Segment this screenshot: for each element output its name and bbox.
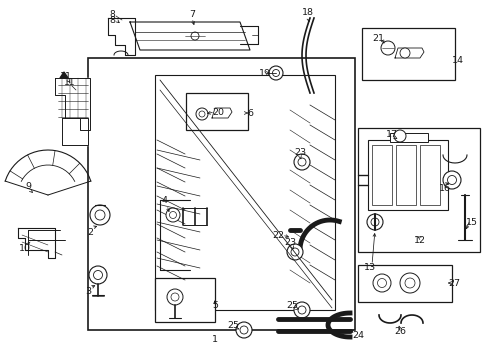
Circle shape — [272, 69, 279, 77]
Text: 25: 25 — [226, 321, 239, 330]
Circle shape — [372, 274, 390, 292]
Text: 9: 9 — [25, 181, 31, 190]
Bar — [185, 93, 247, 130]
Polygon shape — [60, 72, 68, 78]
Text: 19: 19 — [259, 68, 270, 77]
Circle shape — [236, 322, 251, 338]
Text: 23: 23 — [284, 238, 295, 247]
Circle shape — [404, 278, 414, 288]
Text: 20: 20 — [212, 108, 224, 117]
Polygon shape — [18, 228, 55, 258]
Bar — [357, 128, 479, 252]
Circle shape — [399, 48, 409, 58]
Circle shape — [89, 266, 107, 284]
Circle shape — [167, 289, 183, 305]
Polygon shape — [212, 108, 231, 118]
Circle shape — [268, 66, 283, 80]
Bar — [371, 145, 391, 205]
Circle shape — [191, 32, 199, 40]
Text: 8: 8 — [109, 15, 115, 24]
Text: 27: 27 — [447, 279, 459, 288]
Text: 24: 24 — [351, 330, 363, 339]
Circle shape — [196, 108, 207, 120]
Text: 13: 13 — [363, 264, 375, 273]
Text: 22: 22 — [271, 230, 284, 239]
Circle shape — [447, 176, 456, 185]
Circle shape — [293, 302, 309, 318]
Bar — [88, 58, 354, 330]
Circle shape — [297, 306, 305, 314]
Polygon shape — [130, 22, 249, 50]
Text: 11: 11 — [60, 72, 72, 81]
Bar — [395, 145, 415, 205]
Bar — [155, 278, 215, 322]
Circle shape — [366, 214, 382, 230]
Bar — [155, 75, 334, 310]
Circle shape — [290, 248, 298, 256]
Text: 5: 5 — [212, 301, 218, 310]
Circle shape — [171, 293, 179, 301]
Circle shape — [380, 41, 394, 55]
Text: 14: 14 — [451, 55, 463, 64]
Polygon shape — [62, 118, 88, 145]
Circle shape — [90, 205, 110, 225]
Circle shape — [399, 273, 419, 293]
Circle shape — [442, 171, 460, 189]
Text: 1: 1 — [212, 336, 218, 345]
Circle shape — [165, 208, 180, 222]
Text: 26: 26 — [393, 328, 405, 337]
Polygon shape — [108, 18, 135, 55]
Text: 7: 7 — [189, 9, 195, 18]
Text: 10: 10 — [19, 243, 31, 252]
Circle shape — [169, 212, 176, 219]
Text: 17: 17 — [385, 130, 397, 139]
Bar — [389, 133, 427, 142]
Text: 15: 15 — [465, 217, 477, 226]
Bar — [357, 265, 451, 302]
Text: 25: 25 — [285, 302, 297, 310]
Circle shape — [393, 130, 405, 142]
Text: 3: 3 — [85, 288, 91, 297]
Text: 8: 8 — [109, 9, 115, 18]
Text: 4: 4 — [162, 195, 168, 204]
Circle shape — [93, 270, 102, 279]
Text: 18: 18 — [302, 8, 313, 17]
Bar — [419, 145, 439, 205]
Circle shape — [286, 244, 303, 260]
Text: 16: 16 — [438, 184, 450, 193]
Text: 6: 6 — [246, 108, 252, 117]
Bar — [367, 140, 447, 210]
Text: 21: 21 — [371, 33, 383, 42]
Circle shape — [377, 279, 386, 288]
Bar — [361, 28, 454, 80]
Text: 12: 12 — [413, 235, 425, 244]
Circle shape — [370, 218, 378, 226]
Circle shape — [95, 210, 105, 220]
Text: 11: 11 — [64, 77, 76, 86]
Text: 23: 23 — [293, 148, 305, 157]
Polygon shape — [394, 48, 423, 58]
Circle shape — [297, 158, 305, 166]
Circle shape — [199, 111, 204, 117]
Text: 2: 2 — [87, 228, 93, 237]
Circle shape — [240, 326, 247, 334]
Polygon shape — [55, 78, 90, 130]
Circle shape — [293, 154, 309, 170]
